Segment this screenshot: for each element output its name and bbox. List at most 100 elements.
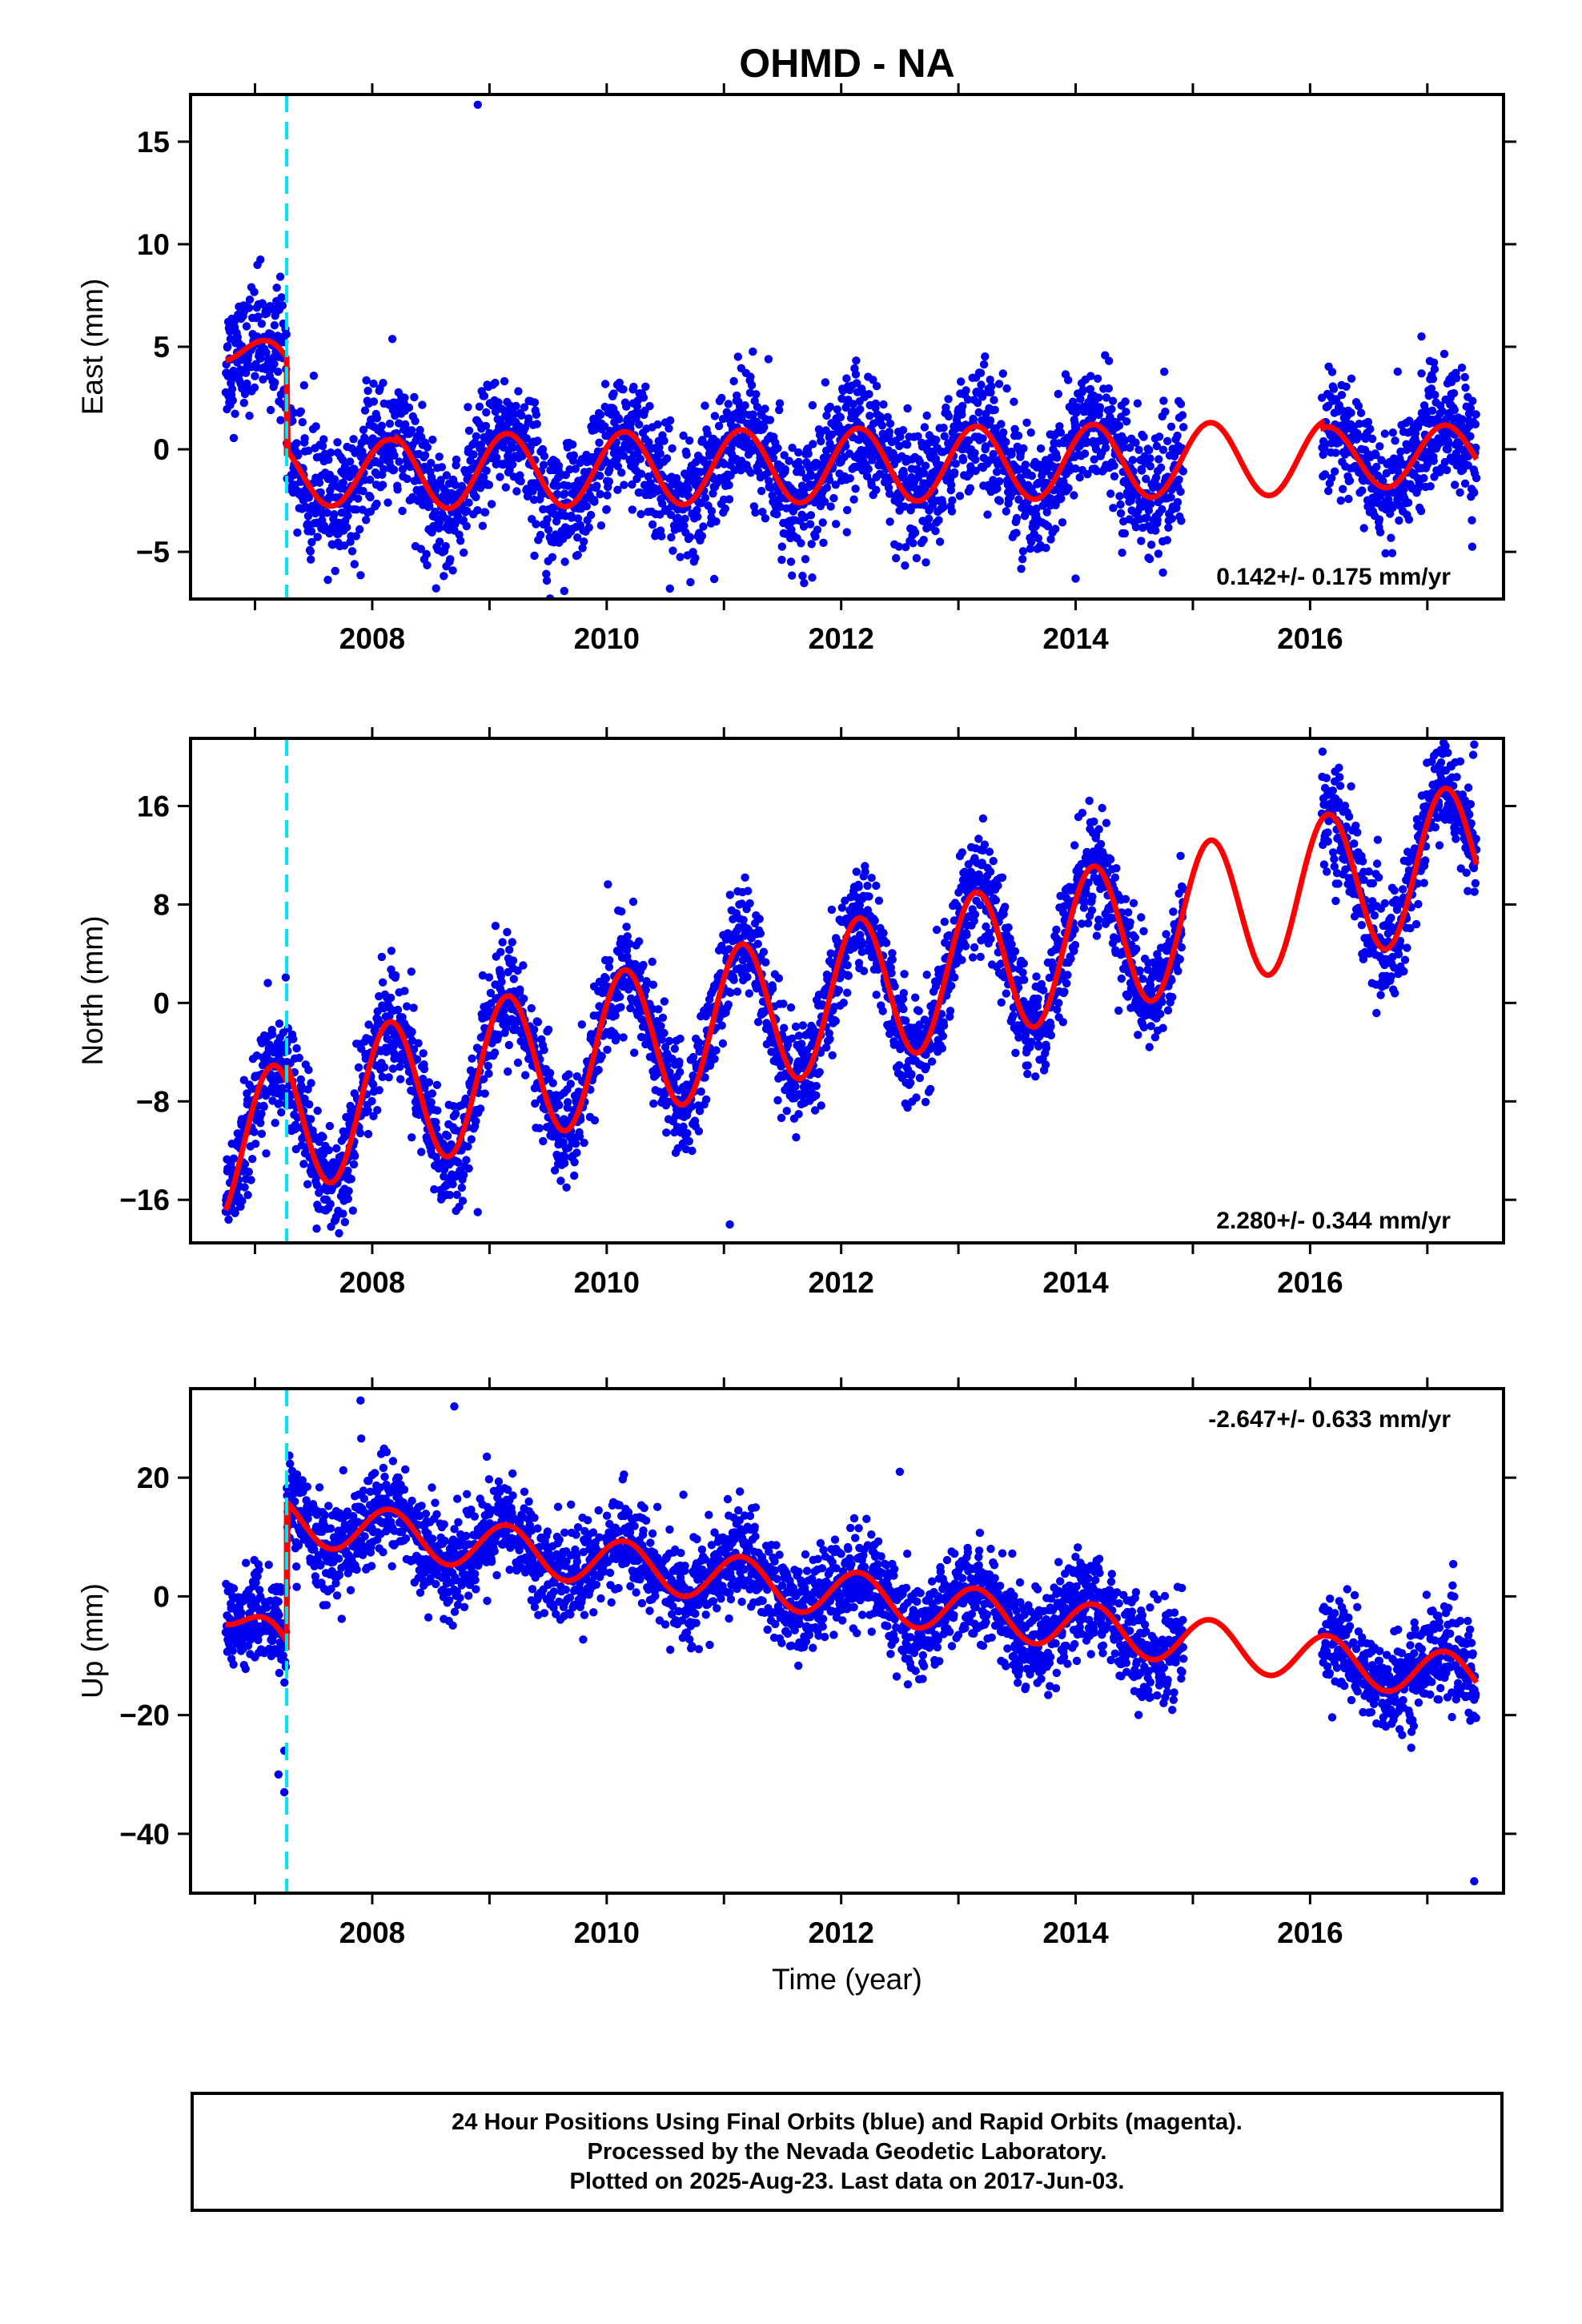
data-point (544, 525, 553, 534)
data-point (896, 432, 905, 441)
data-point (710, 1055, 719, 1063)
data-point (355, 525, 364, 534)
data-point (841, 953, 850, 962)
data-point (791, 1082, 800, 1091)
data-point (807, 472, 816, 480)
data-point (1002, 507, 1011, 516)
data-point (764, 355, 773, 364)
data-point (472, 493, 480, 501)
data-point (448, 566, 457, 575)
data-point (385, 419, 395, 428)
data-point (464, 1164, 473, 1173)
data-point (809, 440, 817, 448)
data-point (998, 369, 1008, 378)
data-point (366, 493, 375, 502)
data-point (947, 480, 956, 489)
data-point (871, 399, 881, 408)
data-point (1104, 384, 1114, 393)
data-point (604, 963, 614, 971)
data-point (616, 992, 624, 1002)
data-point (872, 381, 881, 391)
data-point (1108, 396, 1118, 405)
data-point (391, 971, 400, 980)
data-point (378, 978, 387, 987)
data-point (1051, 501, 1060, 509)
data-point (359, 487, 367, 496)
data-point (348, 1206, 357, 1215)
data-point (853, 379, 861, 388)
data-point (717, 393, 726, 403)
data-point (424, 1078, 434, 1087)
data-point (1133, 399, 1142, 408)
data-point (765, 416, 775, 424)
data-point (777, 1113, 786, 1123)
data-point (595, 438, 604, 447)
data-point (452, 455, 461, 464)
data-point (1391, 436, 1399, 445)
data-point (877, 414, 885, 423)
data-point (1034, 534, 1043, 543)
data-point (1431, 390, 1439, 400)
data-point (709, 489, 717, 498)
data-point (1379, 476, 1387, 485)
data-point (1158, 568, 1167, 577)
data-point (1337, 391, 1347, 400)
data-point (834, 986, 844, 995)
data-point (312, 1224, 321, 1233)
data-point (432, 1080, 442, 1090)
data-point (818, 518, 827, 527)
data-point (1320, 470, 1330, 479)
data-point (305, 1100, 314, 1109)
data-point (753, 402, 762, 412)
data-point (899, 469, 909, 478)
data-point (440, 572, 448, 581)
data-point (569, 451, 578, 460)
data-point (746, 372, 755, 381)
data-point (950, 468, 959, 477)
data-point (339, 478, 347, 488)
data-point (437, 463, 447, 472)
data-point (333, 438, 342, 447)
data-point (1109, 504, 1118, 513)
data-point (807, 540, 816, 549)
data-point (416, 425, 424, 435)
data-point (921, 558, 930, 567)
data-point (612, 455, 621, 464)
data-point (911, 529, 920, 537)
data-point (1430, 472, 1439, 481)
data-point (804, 449, 813, 458)
data-point (851, 485, 860, 493)
data-point (479, 1075, 488, 1084)
data-point (877, 421, 887, 430)
data-point (387, 335, 397, 344)
data-point (324, 1146, 333, 1155)
chart-title: OHMD - NA (739, 41, 954, 86)
data-point (667, 533, 676, 542)
data-point (826, 502, 835, 511)
data-point (272, 283, 281, 292)
data-point (560, 489, 569, 498)
data-point (1118, 549, 1126, 557)
data-point (743, 972, 752, 982)
data-point (427, 1098, 436, 1107)
data-point (986, 376, 994, 384)
data-point (332, 1144, 341, 1153)
data-point (883, 412, 892, 421)
data-point (1403, 498, 1413, 507)
data-point (1354, 401, 1363, 411)
data-point (619, 1033, 628, 1042)
data-point (737, 899, 746, 908)
data-point (339, 1209, 347, 1218)
data-point (1153, 515, 1162, 525)
data-point (821, 378, 830, 387)
data-point (675, 1057, 684, 1066)
data-point (777, 542, 786, 551)
data-point (747, 380, 757, 390)
data-point (467, 1135, 476, 1144)
data-point (903, 440, 912, 449)
data-point (1122, 408, 1130, 416)
data-point (636, 469, 646, 478)
data-point (552, 489, 562, 499)
data-point (676, 1068, 685, 1076)
data-point (701, 493, 710, 502)
